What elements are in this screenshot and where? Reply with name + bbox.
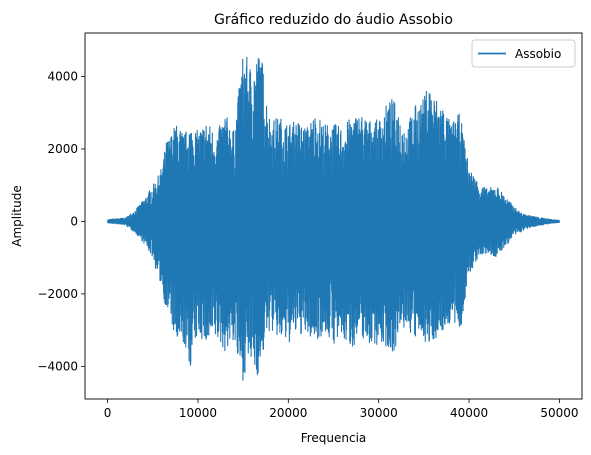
y-tick-label: 2000 [47,142,78,156]
legend: Assobio [471,39,576,68]
x-axis: 0 10000 20000 30000 40000 50000 [104,399,579,420]
legend-label: Assobio [515,47,561,61]
chart-title: Gráfico reduzido do áudio Assobio [214,12,453,28]
x-tick-label: 20000 [269,406,307,420]
y-axis-label: Amplitude [10,185,24,247]
plot-frame [84,32,583,400]
y-tick-label: 0 [70,214,78,228]
series-line-assobio [107,56,560,381]
legend-box [471,39,576,68]
x-tick-label: 40000 [450,406,488,420]
y-axis: −4000 −2000 0 2000 4000 [37,69,85,373]
y-tick-label: 4000 [47,69,78,83]
x-tick-label: 30000 [360,406,398,420]
waveform-layer [107,56,560,381]
x-tick-label: 10000 [179,406,217,420]
y-tick-label: −2000 [37,287,78,301]
x-axis-label: Frequencia [301,431,367,445]
x-tick-label: 0 [104,406,112,420]
y-tick-label: −4000 [37,359,78,373]
x-tick-label: 50000 [540,406,578,420]
